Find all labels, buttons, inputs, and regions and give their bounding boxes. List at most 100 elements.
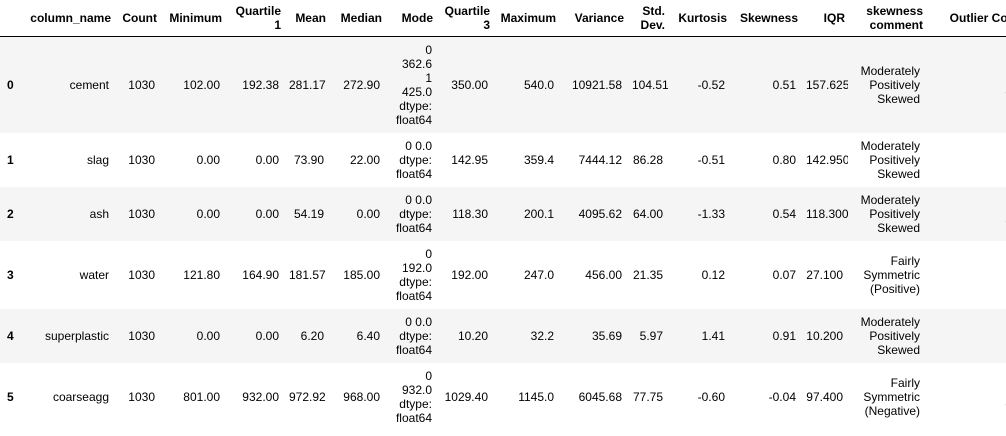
- cell-minimum: 0.00: [196, 206, 220, 221]
- cell-std: 77.75: [632, 389, 663, 404]
- cell-mean: 73.90: [293, 152, 324, 167]
- cell-q1: 192.38: [242, 77, 279, 92]
- cell-variance: 456.00: [585, 267, 622, 282]
- row-index: 1: [7, 152, 14, 167]
- cell-line: 425.0: [401, 84, 432, 99]
- cell-maximum: 247.0: [523, 267, 554, 282]
- cell-line: 932.0: [401, 382, 432, 397]
- cell-maximum: 1145.0: [518, 389, 554, 404]
- cell-line: dtype:: [399, 328, 432, 343]
- column-header-mean: Mean: [284, 0, 329, 37]
- cell-column-name: slag: [86, 152, 109, 167]
- cell-mode: 0 362.6 1 425.0 dtype: float64: [385, 37, 436, 133]
- cell-column-name: ash: [89, 206, 109, 221]
- cell-skewness: 0.54: [772, 206, 796, 221]
- cell-line: dtype:: [399, 396, 432, 411]
- cell-maximum: 359.4: [523, 152, 554, 167]
- cell-std: 21.35: [632, 267, 663, 282]
- column-header-minimum: Minimum: [160, 0, 225, 37]
- column-header-q3: Quartile 3: [436, 0, 493, 37]
- cell-line: Outlie: [931, 336, 1006, 350]
- cell-median: 0.00: [356, 206, 380, 221]
- cell-line: float64: [395, 342, 432, 357]
- cell-maximum: 540.0: [523, 77, 554, 92]
- column-header-outlier-comment: Outlier Comment: [926, 0, 1006, 37]
- cell-variance: 7444.12: [578, 152, 622, 167]
- cell-count: 1030: [128, 389, 155, 404]
- cell-median: 968.00: [343, 389, 380, 404]
- cell-line: Positively: [869, 328, 920, 343]
- cell-median: 272.90: [343, 77, 380, 92]
- cell-kurtosis: 0.12: [701, 267, 725, 282]
- table-row: 1 slag 1030 0.00 0.00 73.90 22.00 0 0.0 dtype: fl…: [0, 132, 1006, 187]
- cell-mode: 0 932.0 dtype: float64: [385, 363, 436, 431]
- row-index: 3: [7, 267, 14, 282]
- table-row: 4 superplastic 1030 0.00 0.00 6.20 6.40 0 0.0 dt…: [0, 308, 1006, 363]
- cell-line: Positively: [869, 152, 920, 167]
- cell-line: Moderately: [860, 192, 920, 207]
- cell-line: float64: [395, 288, 432, 303]
- column-header-mode: Mode: [385, 0, 436, 37]
- cell-variance: 4095.62: [578, 206, 622, 221]
- cell-line: dtype:: [399, 152, 432, 167]
- cell-outlier-comment: Has nooutliers: [926, 187, 1006, 241]
- cell-skew-comment: Fairly Symmetric (Negative): [848, 363, 926, 431]
- cell-iqr: 157.625: [806, 77, 848, 92]
- cell-q1: 0.00: [255, 328, 279, 343]
- cell-line: Skewed: [877, 220, 920, 235]
- cell-line: float64: [395, 410, 432, 425]
- cell-skew-comment: Moderately Positively Skewed: [848, 133, 926, 187]
- row-index: 5: [7, 389, 14, 404]
- row-index: 0: [7, 77, 14, 92]
- cell-line: Skewed: [877, 166, 920, 181]
- cell-skewness: 0.51: [772, 77, 796, 92]
- cell-line: Has no: [931, 200, 1006, 214]
- row-index: 4: [7, 328, 14, 343]
- cell-column-name: coarseagg: [52, 389, 109, 404]
- cell-line: 0: [425, 42, 432, 57]
- cell-outlier-comment: Has nooutliers: [926, 37, 1006, 133]
- cell-count: 1030: [128, 77, 155, 92]
- cell-median: 185.00: [343, 267, 380, 282]
- cell-line: 0 0.0: [405, 314, 432, 329]
- cell-q3: 142.95: [451, 152, 488, 167]
- cell-median: 22.00: [349, 152, 380, 167]
- cell-minimum: 0.00: [196, 328, 220, 343]
- column-header-iqr: IQR: [801, 0, 848, 37]
- cell-line: 0 0.0: [405, 192, 432, 207]
- cell-line: Outlie: [931, 160, 1006, 174]
- row-index: 2: [7, 206, 14, 221]
- cell-skewness: -0.04: [768, 389, 796, 404]
- table-row: 2 ash 1030 0.00 0.00 54.19 0.00 0 0.0 dtype: floa…: [0, 186, 1006, 241]
- cell-kurtosis: -0.52: [697, 77, 725, 92]
- cell-line: Has no: [931, 71, 1006, 85]
- cell-mean: 6.20: [300, 328, 324, 343]
- column-header-skew-comment: skewness comment: [848, 0, 926, 37]
- cell-q1: 164.90: [242, 267, 279, 282]
- cell-q3: 192.00: [451, 267, 488, 282]
- cell-column-name: cement: [69, 77, 109, 92]
- cell-line: Positively: [869, 77, 920, 92]
- cell-variance: 35.69: [591, 328, 622, 343]
- cell-count: 1030: [128, 206, 155, 221]
- cell-maximum: 32.2: [530, 328, 554, 343]
- cell-iqr: 10.200: [806, 328, 843, 343]
- cell-line: 0: [425, 368, 432, 383]
- column-header-column-name: column_name: [22, 0, 114, 37]
- cell-line: float64: [395, 112, 432, 127]
- cell-line: 0 0.0: [405, 138, 432, 153]
- column-header-variance: Variance: [559, 0, 627, 37]
- cell-line: Moderately: [860, 138, 920, 153]
- table-row: 3 water 1030 121.80 164.90 181.57 185.00 0 192.0…: [0, 240, 1006, 309]
- cell-skew-comment: Moderately Positively Skewed: [848, 37, 926, 133]
- cell-count: 1030: [128, 267, 155, 282]
- column-header-median: Median: [329, 0, 385, 37]
- cell-iqr: 118.300: [806, 206, 848, 221]
- column-header-maximum: Maximum: [493, 0, 559, 37]
- cell-line: float64: [395, 166, 432, 181]
- cell-minimum: 0.00: [196, 152, 220, 167]
- cell-line: Has: [931, 261, 1006, 275]
- table-header: column_name Count Minimum Quartile 1 Mean Med…: [0, 0, 1006, 37]
- cell-mode: 0 0.0 dtype: float64: [385, 187, 436, 241]
- cell-skew-comment: Moderately Positively Skewed: [848, 187, 926, 241]
